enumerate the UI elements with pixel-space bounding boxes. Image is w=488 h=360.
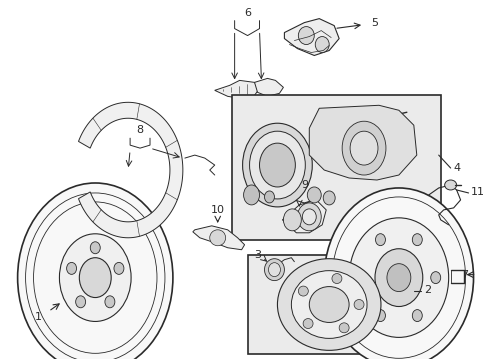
Ellipse shape <box>242 123 312 207</box>
Ellipse shape <box>303 319 312 329</box>
Polygon shape <box>254 78 283 96</box>
Ellipse shape <box>243 185 259 205</box>
Ellipse shape <box>342 121 385 175</box>
Ellipse shape <box>353 300 363 310</box>
Ellipse shape <box>374 249 422 306</box>
Ellipse shape <box>297 203 321 231</box>
Polygon shape <box>79 102 183 238</box>
Ellipse shape <box>411 310 422 321</box>
Text: 6: 6 <box>244 8 250 18</box>
Ellipse shape <box>356 272 366 284</box>
Ellipse shape <box>302 209 316 225</box>
Ellipse shape <box>339 323 348 333</box>
Ellipse shape <box>430 272 440 284</box>
Ellipse shape <box>90 242 100 254</box>
Ellipse shape <box>315 37 328 53</box>
Ellipse shape <box>375 234 385 246</box>
Ellipse shape <box>375 310 385 321</box>
Ellipse shape <box>306 187 321 203</box>
Ellipse shape <box>259 143 295 187</box>
Text: 8: 8 <box>136 125 143 135</box>
Ellipse shape <box>76 296 85 308</box>
Ellipse shape <box>209 230 225 246</box>
Ellipse shape <box>264 191 274 203</box>
Text: 10: 10 <box>210 205 224 215</box>
Text: 7: 7 <box>460 270 467 280</box>
Ellipse shape <box>283 209 301 231</box>
Ellipse shape <box>79 258 111 298</box>
Ellipse shape <box>264 259 284 280</box>
Text: 4: 4 <box>453 163 460 173</box>
FancyBboxPatch shape <box>231 95 440 240</box>
Ellipse shape <box>349 131 377 165</box>
Ellipse shape <box>268 263 280 276</box>
Ellipse shape <box>277 259 380 350</box>
Text: 5: 5 <box>370 18 377 28</box>
Ellipse shape <box>331 274 341 284</box>
Ellipse shape <box>308 287 348 323</box>
Text: 9: 9 <box>300 180 307 190</box>
Ellipse shape <box>105 296 115 308</box>
Ellipse shape <box>60 234 131 321</box>
Ellipse shape <box>18 183 173 360</box>
Ellipse shape <box>324 188 472 360</box>
FancyBboxPatch shape <box>247 255 411 354</box>
Text: 1: 1 <box>35 312 42 323</box>
Ellipse shape <box>323 191 334 205</box>
Ellipse shape <box>291 271 366 338</box>
Ellipse shape <box>444 180 456 190</box>
Text: 11: 11 <box>469 187 484 197</box>
Ellipse shape <box>348 218 447 337</box>
Ellipse shape <box>298 27 314 45</box>
Polygon shape <box>284 19 339 55</box>
Text: 3: 3 <box>253 250 261 260</box>
Ellipse shape <box>249 131 305 199</box>
Ellipse shape <box>66 262 77 274</box>
Ellipse shape <box>114 262 123 274</box>
Text: 2: 2 <box>423 284 430 294</box>
Polygon shape <box>214 80 259 98</box>
Ellipse shape <box>298 286 308 296</box>
Polygon shape <box>192 226 244 250</box>
Ellipse shape <box>411 234 422 246</box>
Polygon shape <box>308 105 416 180</box>
Ellipse shape <box>386 264 410 292</box>
Polygon shape <box>282 200 325 233</box>
